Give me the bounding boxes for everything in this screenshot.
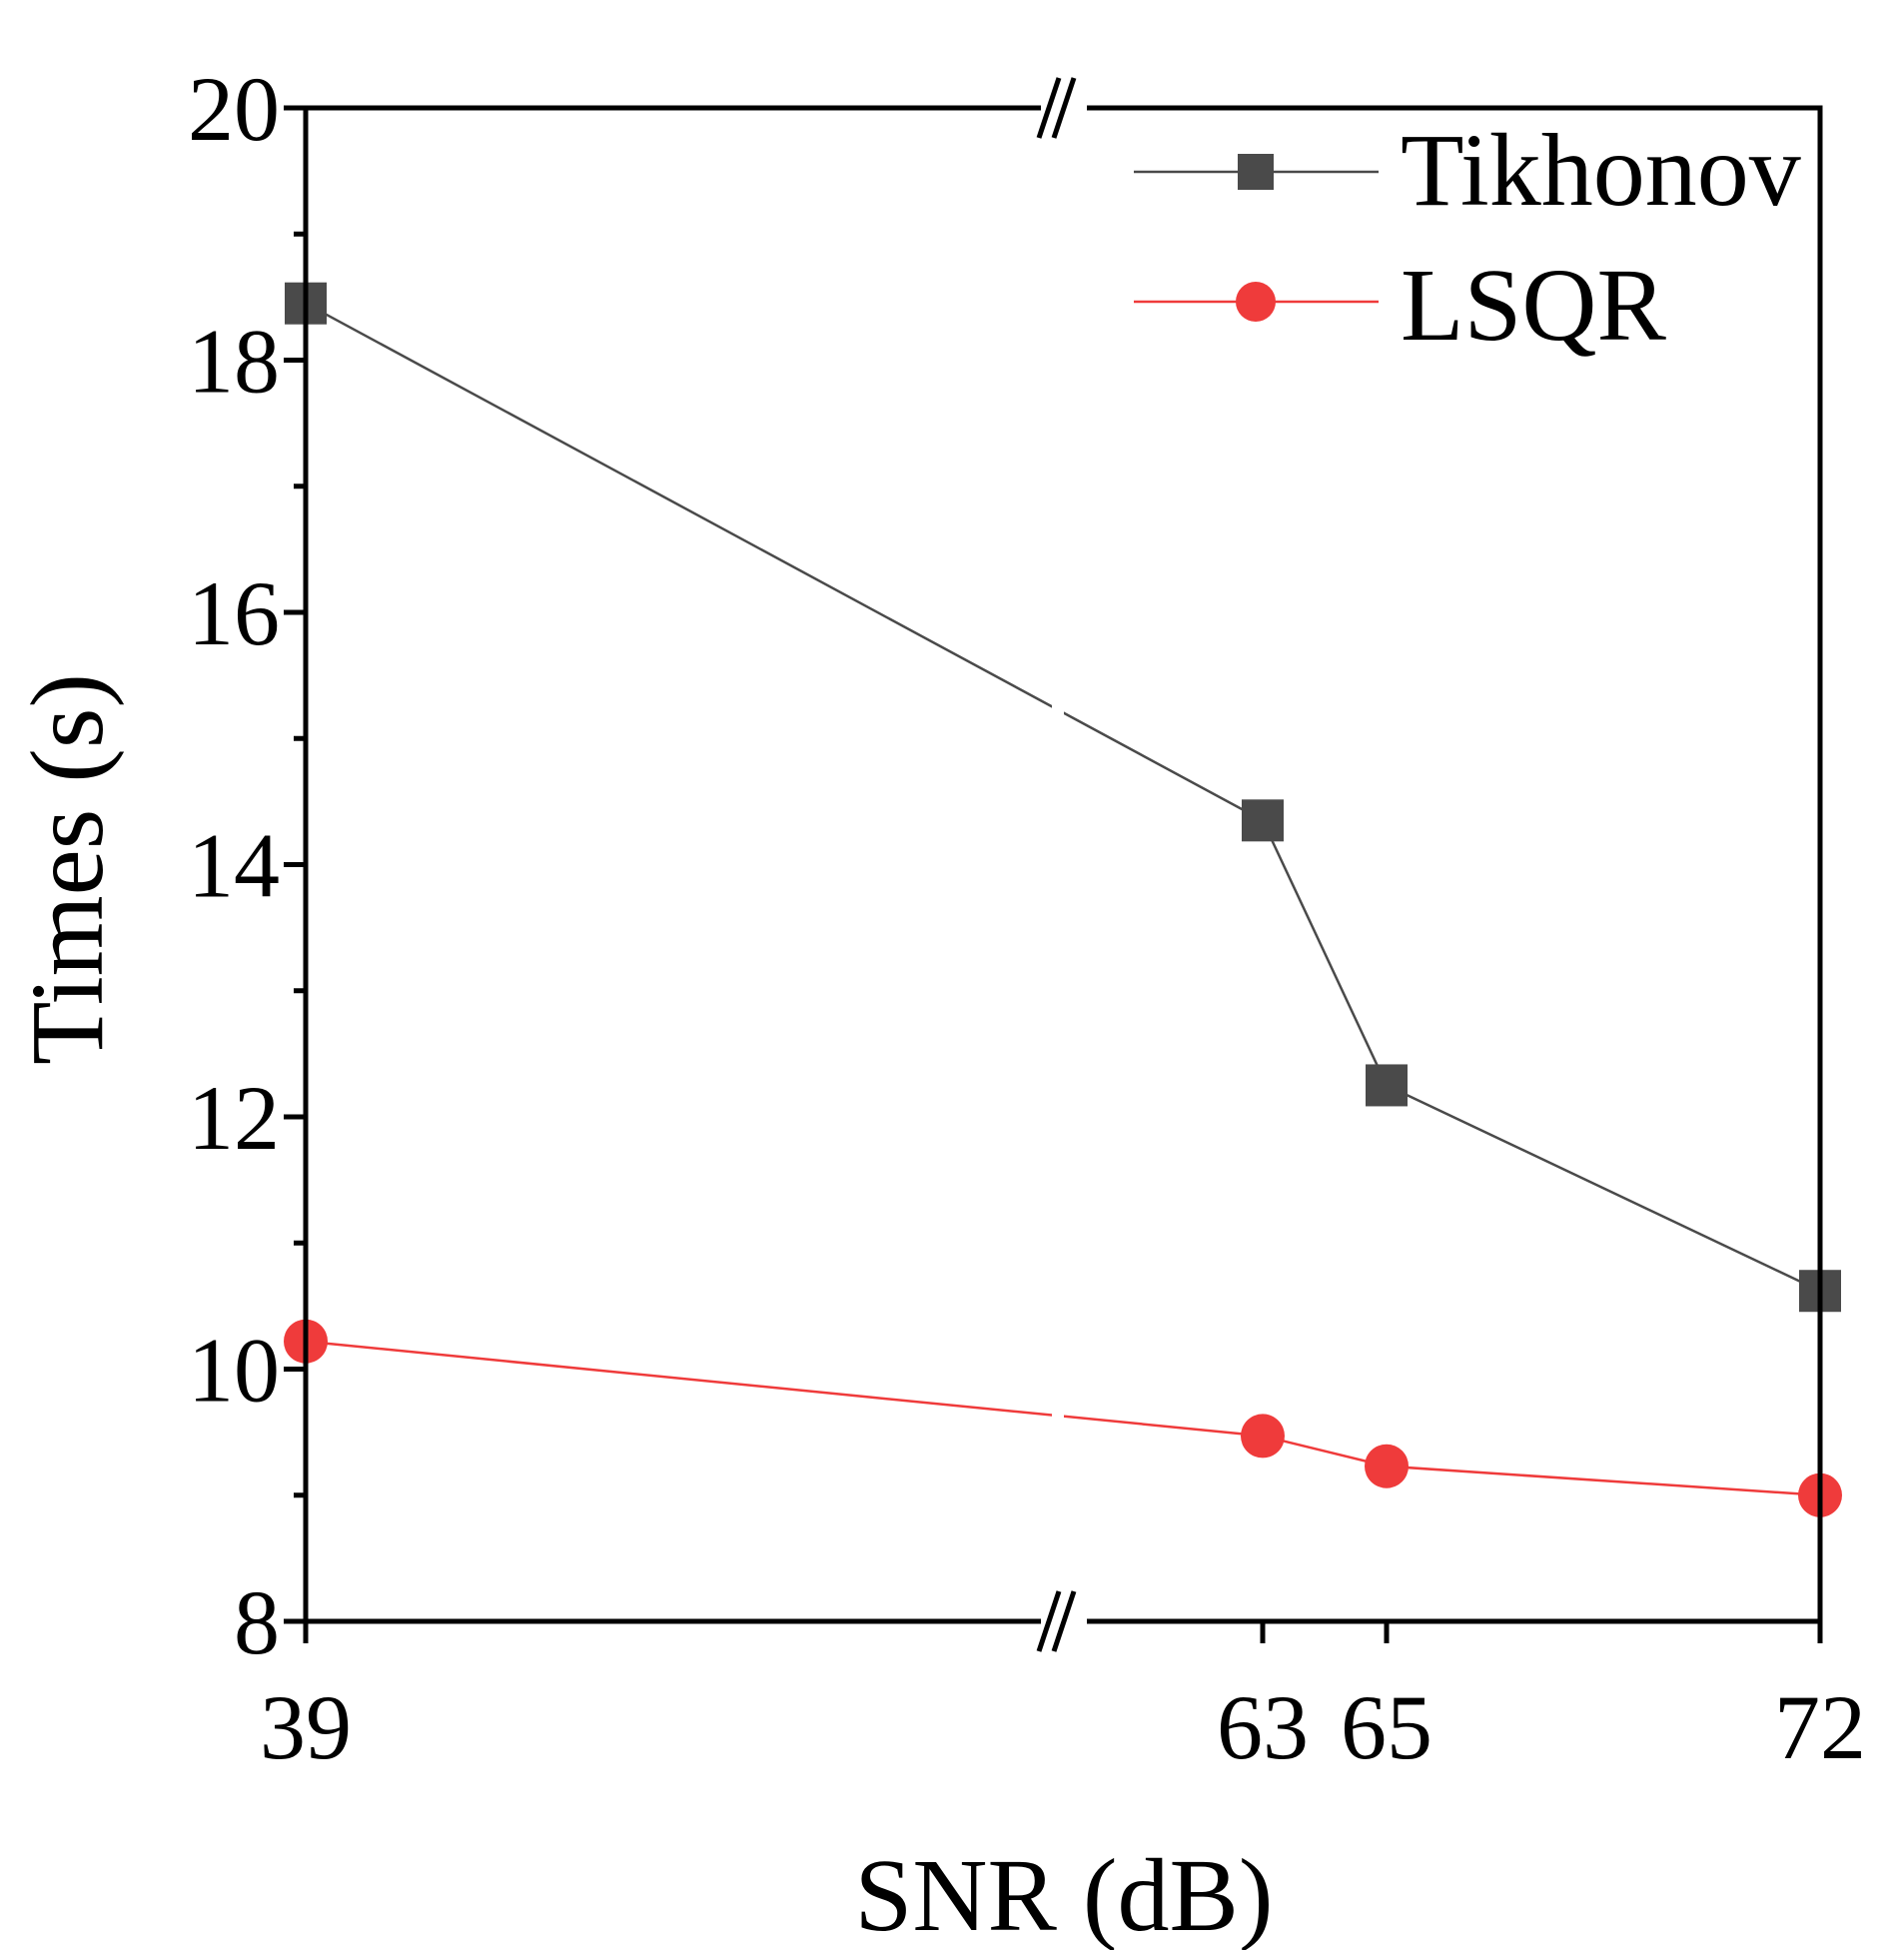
- series-line-lsqr: [305, 1340, 1821, 1496]
- data-point-tikhonov: [1366, 1064, 1408, 1107]
- y-tick-label: 14: [188, 815, 280, 917]
- series-line-tikhonov: [305, 302, 1821, 1293]
- legend-label-tikhonov: Tikhonov: [1401, 113, 1801, 228]
- y-axis-title: Times (s): [10, 673, 125, 1065]
- series-break-gap: [1052, 110, 1064, 1619]
- x-tick-label: 39: [260, 1676, 352, 1778]
- axis-break-slash: [1051, 1590, 1077, 1652]
- data-point-lsqr: [1241, 1414, 1285, 1459]
- x-axis-ticks: 39 63 65 72: [260, 1621, 1866, 1778]
- legend: Tikhonov LSQR: [1134, 113, 1801, 363]
- x-tick-label: 72: [1774, 1676, 1866, 1778]
- legend-marker-tikhonov: [1238, 154, 1274, 190]
- axis-break-top: [1036, 77, 1087, 139]
- legend-marker-lsqr: [1236, 282, 1276, 322]
- axis-break-slash: [1036, 77, 1062, 139]
- y-tick-label: 18: [188, 311, 280, 413]
- axis-break-slash: [1036, 1590, 1062, 1652]
- axis-break-bottom: [1036, 1590, 1087, 1652]
- legend-label-lsqr: LSQR: [1401, 248, 1666, 363]
- y-axis-ticks: 8 10 12 14 16 18 20: [188, 58, 306, 1673]
- y-tick-label: 8: [234, 1571, 280, 1673]
- y-tick-label: 20: [188, 58, 280, 160]
- y-tick-label: 12: [188, 1067, 280, 1169]
- x-tick-label: 63: [1217, 1676, 1309, 1778]
- x-axis-title: SNR (dB): [855, 1838, 1274, 1950]
- data-point-lsqr: [1365, 1444, 1409, 1488]
- y-tick-label: 16: [188, 562, 280, 664]
- data-point-tikhonov: [1242, 799, 1284, 842]
- axis-break-slash: [1051, 77, 1077, 139]
- y-tick-label: 10: [188, 1320, 280, 1422]
- x-tick-label: 65: [1341, 1676, 1432, 1778]
